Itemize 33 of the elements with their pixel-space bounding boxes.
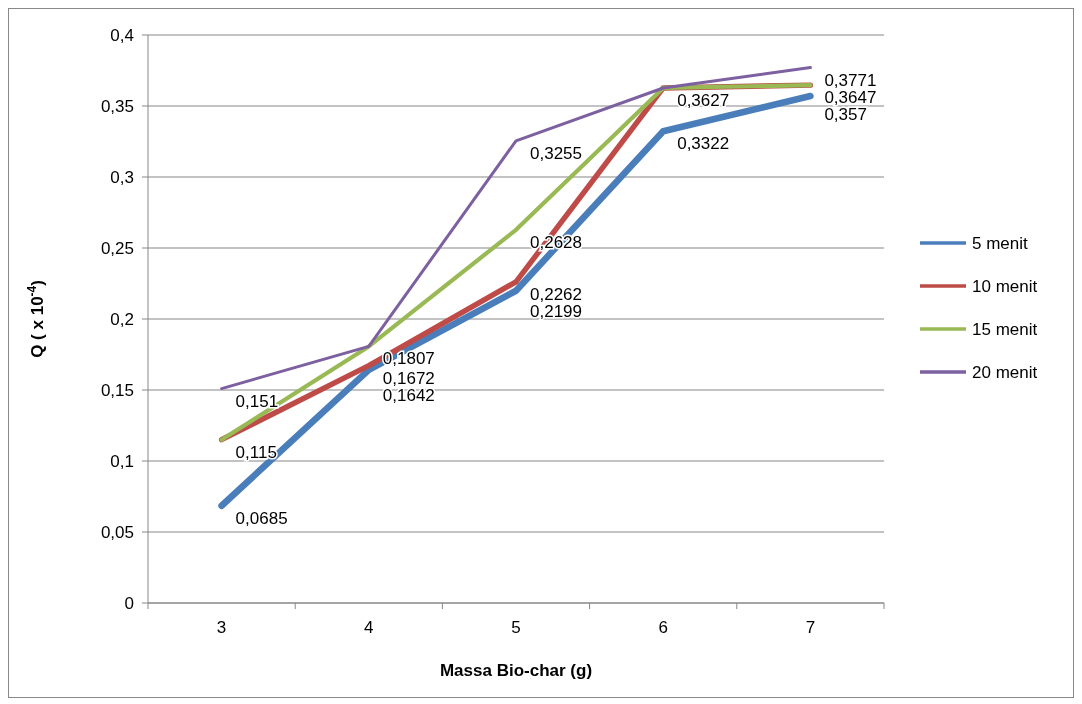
data-label: 0,357 (824, 105, 867, 125)
data-label: 0,3627 (677, 90, 730, 110)
x-tick-label: 3 (216, 618, 227, 637)
y-tick-label: 0 (124, 594, 134, 613)
y-tick-label: 0,1 (110, 452, 134, 471)
x-tick-label: 6 (658, 618, 668, 637)
legend-label: 10 menit (972, 277, 1038, 296)
x-tick-label: 7 (805, 618, 816, 637)
y-tick-label: 0,2 (110, 310, 134, 329)
y-tick-label: 0,25 (100, 239, 134, 258)
data-label: 0,2199 (530, 301, 582, 321)
data-label: 0,3771 (824, 70, 877, 90)
data-label: 0,3647 (824, 88, 877, 108)
data-label: 0,3255 (530, 143, 582, 163)
data-label: 0,115 (235, 442, 277, 462)
line-series (220, 66, 812, 391)
legend-label: 5 menit (972, 234, 1029, 253)
y-tick-label: 0,4 (110, 26, 134, 45)
data-label: 0,151 (235, 391, 279, 411)
data-label: 0,3322 (677, 134, 730, 154)
y-tick-label: 0,05 (100, 523, 134, 542)
data-label: 0,0685 (235, 508, 288, 528)
y-tick-label: 0,35 (100, 97, 134, 116)
legend-label: 20 menit (972, 363, 1038, 382)
y-tick-label: 0,15 (100, 381, 134, 400)
y-tick-label: 0,3 (110, 168, 134, 187)
legend-label: 15 menit (972, 320, 1038, 339)
data-label: 0,1672 (382, 368, 435, 388)
data-label: 0,1642 (382, 385, 435, 405)
x-tick-label: 5 (511, 618, 521, 637)
x-tick-label: 4 (364, 618, 374, 637)
data-label: 0,2262 (530, 284, 582, 304)
x-axis-title: Massa Bio-char (g) (439, 661, 593, 680)
